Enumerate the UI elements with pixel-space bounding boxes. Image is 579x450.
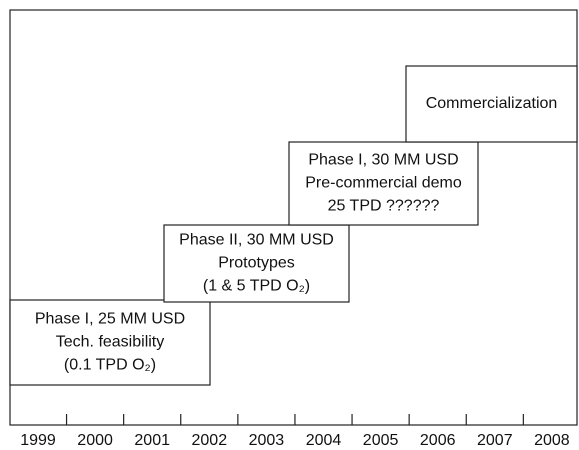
phase-box [288,141,479,226]
year-label: 2007 [477,432,513,449]
phase-box [405,65,578,143]
phase-text: Tech. feasibility [56,334,165,351]
phase-text: (1 & 5 TPD O₂) [203,278,310,295]
phase-box [9,299,211,386]
phase-text: Prototypes [218,255,294,272]
frame [9,9,578,426]
year-label: 1999 [20,432,56,449]
year-label: 2001 [134,432,170,449]
year-label: 2008 [534,432,570,449]
year-label: 2002 [192,432,228,449]
phase-text: Commercialization [426,95,558,112]
phase-text: Pre-commercial demo [305,175,462,192]
phase-text: Phase I, 25 MM USD [35,311,185,328]
year-label: 2004 [306,432,342,449]
phase-text: (0.1 TPD O₂) [64,357,156,374]
phase-text: 25 TPD ?????? [328,198,440,215]
phase-box [163,224,350,303]
year-label: 2003 [249,432,285,449]
year-label: 2006 [420,432,456,449]
year-label: 2005 [363,432,399,449]
phase-text: Phase I, 30 MM USD [308,152,458,169]
phase-text: Phase II, 30 MM USD [179,232,334,249]
year-label: 2000 [77,432,113,449]
